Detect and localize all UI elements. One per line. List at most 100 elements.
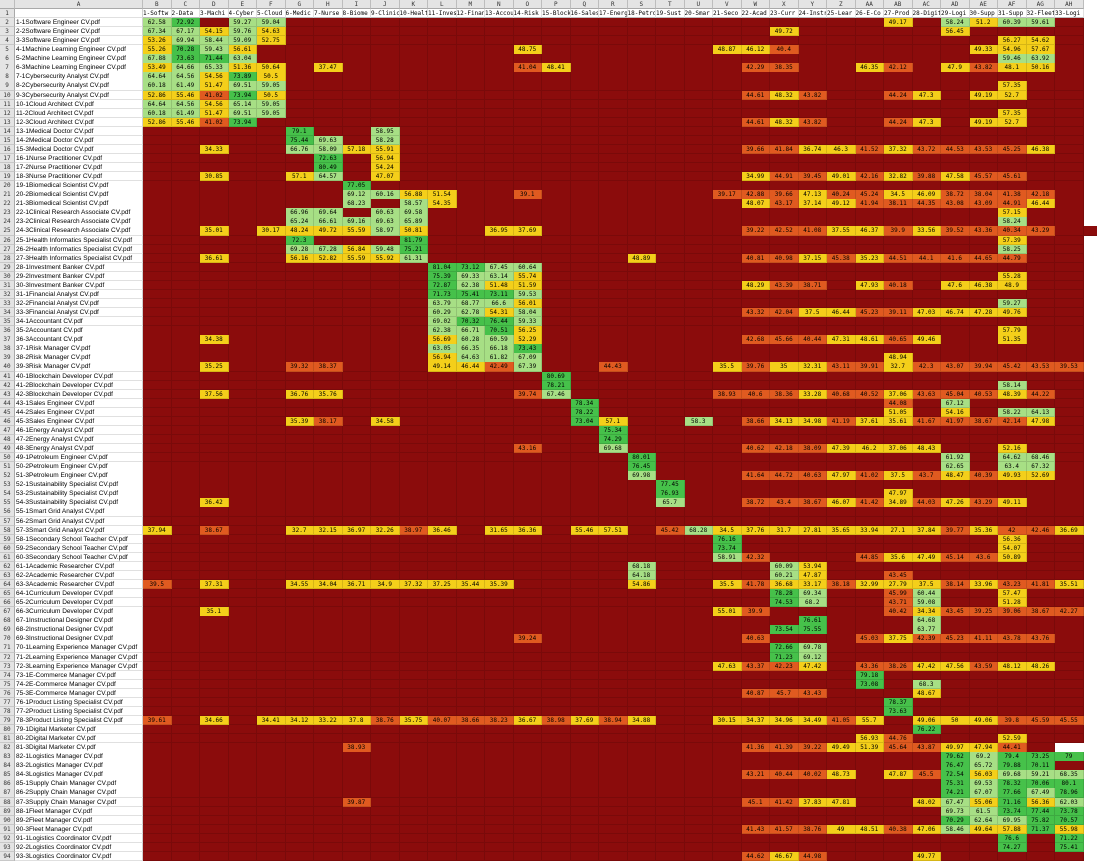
job-title-header[interactable]: 5-Cloud xyxy=(257,9,286,18)
score-cell[interactable] xyxy=(798,462,827,472)
cv-file-label[interactable]: 14-2Medical Doctor CV.pdf xyxy=(15,135,143,146)
score-cell[interactable] xyxy=(399,734,428,744)
score-cell[interactable] xyxy=(200,453,229,463)
score-cell[interactable]: 43.45 xyxy=(941,607,970,617)
score-cell[interactable]: 52.86 xyxy=(143,90,172,100)
score-cell[interactable]: 54.35 xyxy=(428,199,457,209)
score-cell[interactable] xyxy=(371,643,400,653)
score-cell[interactable] xyxy=(855,235,884,245)
score-cell[interactable] xyxy=(599,752,628,762)
score-cell[interactable]: 34.04 xyxy=(314,580,343,590)
score-cell[interactable] xyxy=(912,353,941,363)
score-cell[interactable]: 41.94 xyxy=(855,199,884,209)
score-cell[interactable] xyxy=(570,190,599,200)
score-cell[interactable] xyxy=(399,570,428,581)
score-cell[interactable] xyxy=(599,743,628,753)
score-cell[interactable] xyxy=(513,598,542,608)
score-cell[interactable] xyxy=(570,27,599,37)
score-cell[interactable] xyxy=(599,471,628,481)
score-cell[interactable] xyxy=(1055,45,1084,55)
score-cell[interactable] xyxy=(257,444,286,454)
score-cell[interactable]: 45.42 xyxy=(656,525,685,535)
score-cell[interactable] xyxy=(200,289,229,300)
score-cell[interactable] xyxy=(599,453,628,463)
score-cell[interactable] xyxy=(941,54,970,64)
score-cell[interactable] xyxy=(684,253,713,264)
score-cell[interactable] xyxy=(827,217,856,227)
score-cell[interactable] xyxy=(542,235,571,245)
score-cell[interactable] xyxy=(684,262,713,273)
score-cell[interactable]: 45.61 xyxy=(998,172,1027,182)
score-cell[interactable] xyxy=(371,299,400,309)
score-cell[interactable] xyxy=(1055,344,1084,354)
score-cell[interactable] xyxy=(485,552,514,563)
score-cell[interactable] xyxy=(713,344,742,354)
score-cell[interactable] xyxy=(713,842,742,853)
score-cell[interactable] xyxy=(143,144,172,155)
score-cell[interactable]: 34.66 xyxy=(200,715,229,726)
score-cell[interactable] xyxy=(627,552,656,563)
score-cell[interactable]: 46.09 xyxy=(912,190,941,200)
header-row-label-cell[interactable] xyxy=(15,9,143,18)
score-cell[interactable] xyxy=(171,353,200,363)
score-cell[interactable] xyxy=(627,806,656,816)
score-cell[interactable] xyxy=(513,842,542,853)
score-cell[interactable]: 38.67 xyxy=(798,498,827,508)
score-cell[interactable] xyxy=(228,543,257,554)
score-cell[interactable] xyxy=(570,471,599,481)
score-cell[interactable] xyxy=(257,625,286,635)
score-cell[interactable] xyxy=(371,326,400,336)
score-cell[interactable]: 69.2 xyxy=(969,752,998,762)
score-cell[interactable] xyxy=(200,752,229,762)
score-cell[interactable] xyxy=(770,299,799,309)
score-cell[interactable]: 69.28 xyxy=(285,244,314,254)
score-cell[interactable]: 44.62 xyxy=(741,851,770,861)
score-cell[interactable] xyxy=(969,181,998,191)
row-number[interactable]: 7 xyxy=(0,63,15,73)
score-cell[interactable] xyxy=(656,163,685,173)
score-cell[interactable]: 42.3 xyxy=(912,362,941,372)
score-cell[interactable]: 56.94 xyxy=(371,153,400,164)
score-cell[interactable] xyxy=(285,806,314,816)
score-cell[interactable] xyxy=(1026,380,1055,390)
score-cell[interactable] xyxy=(200,407,229,418)
cv-file-label[interactable]: 57-3Smart Grid Analyst CV.pdf xyxy=(15,525,143,535)
score-cell[interactable] xyxy=(513,815,542,826)
score-cell[interactable]: 48.94 xyxy=(884,353,913,363)
score-cell[interactable] xyxy=(485,634,514,644)
score-cell[interactable] xyxy=(171,516,200,526)
score-cell[interactable]: 41.38 xyxy=(998,190,1027,200)
score-cell[interactable] xyxy=(627,217,656,227)
cv-file-label[interactable]: 44-2Sales Engineer CV.pdf xyxy=(15,407,143,418)
score-cell[interactable] xyxy=(200,489,229,499)
cv-file-label[interactable]: 5-2Machine Learning Engineer CV.pdf xyxy=(15,54,143,64)
score-cell[interactable]: 42.16 xyxy=(855,172,884,182)
score-cell[interactable] xyxy=(228,326,257,336)
score-cell[interactable] xyxy=(855,652,884,662)
job-title-header[interactable]: 7-Nurse xyxy=(314,9,343,18)
score-cell[interactable] xyxy=(485,90,514,100)
score-cell[interactable] xyxy=(627,434,656,445)
score-cell[interactable] xyxy=(969,507,998,517)
score-cell[interactable] xyxy=(513,643,542,653)
score-cell[interactable] xyxy=(1026,534,1055,545)
score-cell[interactable] xyxy=(713,54,742,64)
score-cell[interactable]: 38.26 xyxy=(884,661,913,671)
score-cell[interactable] xyxy=(485,99,514,109)
score-cell[interactable] xyxy=(912,299,941,309)
score-cell[interactable] xyxy=(969,407,998,418)
score-cell[interactable] xyxy=(599,407,628,418)
score-cell[interactable] xyxy=(371,36,400,46)
score-cell[interactable] xyxy=(969,643,998,653)
score-cell[interactable]: 64.57 xyxy=(314,172,343,182)
score-cell[interactable] xyxy=(713,797,742,807)
score-cell[interactable] xyxy=(285,453,314,463)
score-cell[interactable]: 55.59 xyxy=(342,226,371,236)
score-cell[interactable] xyxy=(855,643,884,653)
score-cell[interactable]: 33.28 xyxy=(798,389,827,399)
score-cell[interactable] xyxy=(684,54,713,64)
score-cell[interactable] xyxy=(599,480,628,490)
score-cell[interactable]: 46.44 xyxy=(827,308,856,318)
score-cell[interactable] xyxy=(684,489,713,499)
score-cell[interactable]: 78.37 xyxy=(884,697,913,708)
